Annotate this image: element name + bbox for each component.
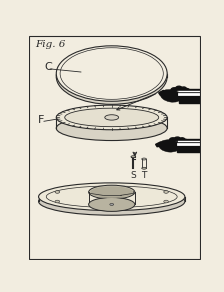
Ellipse shape bbox=[39, 183, 185, 211]
Ellipse shape bbox=[182, 139, 188, 143]
Polygon shape bbox=[159, 91, 170, 95]
Ellipse shape bbox=[183, 88, 190, 92]
Ellipse shape bbox=[56, 49, 167, 104]
Ellipse shape bbox=[159, 140, 180, 152]
Ellipse shape bbox=[174, 137, 180, 141]
Ellipse shape bbox=[65, 108, 159, 127]
Ellipse shape bbox=[56, 46, 167, 101]
Ellipse shape bbox=[142, 167, 146, 169]
Ellipse shape bbox=[176, 86, 182, 90]
Ellipse shape bbox=[142, 158, 146, 160]
Ellipse shape bbox=[164, 191, 168, 193]
Text: Fig. 6: Fig. 6 bbox=[35, 40, 65, 49]
Bar bbox=[179, 89, 202, 103]
Ellipse shape bbox=[129, 188, 132, 190]
Ellipse shape bbox=[129, 203, 132, 205]
Ellipse shape bbox=[180, 87, 186, 91]
Ellipse shape bbox=[131, 156, 136, 158]
Text: C: C bbox=[44, 62, 52, 72]
Ellipse shape bbox=[170, 138, 176, 142]
Ellipse shape bbox=[92, 188, 95, 190]
Ellipse shape bbox=[105, 115, 119, 120]
Ellipse shape bbox=[89, 185, 135, 199]
Polygon shape bbox=[156, 142, 168, 147]
Ellipse shape bbox=[56, 105, 167, 130]
Ellipse shape bbox=[171, 88, 177, 92]
Ellipse shape bbox=[160, 90, 182, 102]
Ellipse shape bbox=[179, 138, 185, 142]
Ellipse shape bbox=[56, 116, 167, 140]
Ellipse shape bbox=[55, 200, 60, 203]
Ellipse shape bbox=[92, 203, 95, 205]
Ellipse shape bbox=[39, 187, 185, 215]
Ellipse shape bbox=[55, 191, 60, 193]
Text: T: T bbox=[141, 171, 147, 180]
Ellipse shape bbox=[89, 197, 135, 211]
Text: S: S bbox=[130, 171, 136, 180]
Ellipse shape bbox=[110, 204, 114, 205]
Ellipse shape bbox=[164, 200, 168, 203]
Text: F: F bbox=[38, 115, 44, 125]
Bar bbox=[177, 139, 200, 152]
Ellipse shape bbox=[90, 186, 133, 198]
